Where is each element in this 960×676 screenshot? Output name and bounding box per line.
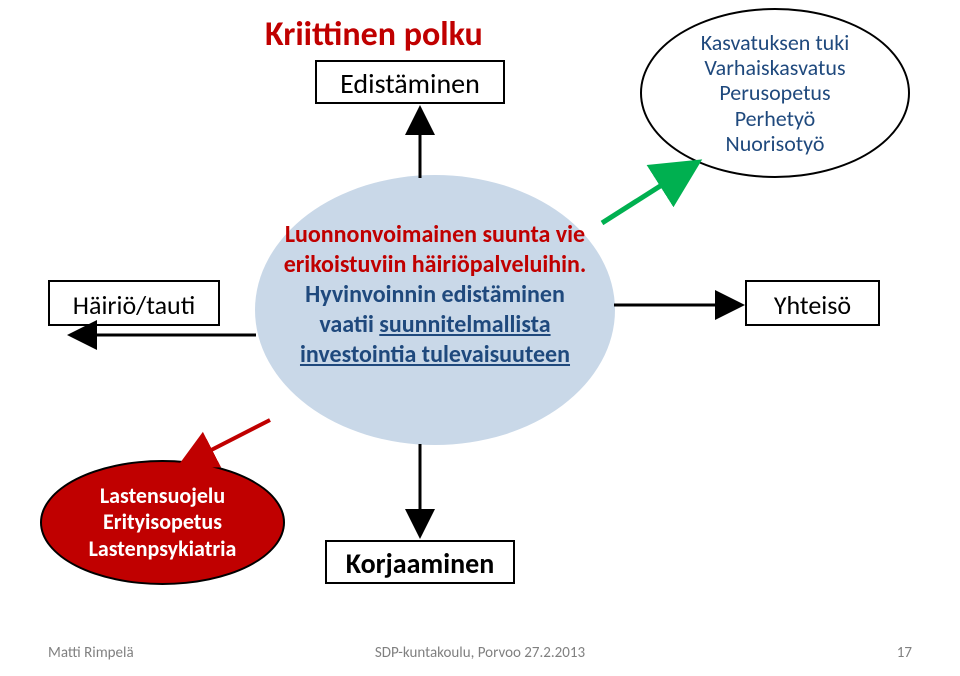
footer-right: 17 (897, 644, 912, 662)
right-box-label: Yhteisö (774, 289, 851, 321)
te-line-1: Varhaiskasvatus (704, 55, 845, 80)
arrow-green (602, 162, 698, 223)
top-box: Edistäminen (315, 60, 505, 104)
center-line-5: investointia tulevaisuuteen (254, 340, 616, 370)
diagram-title: Kriittinen polku (265, 14, 483, 55)
re-line-1: Erityisopetus (103, 509, 222, 535)
re-line-2: Lastenpsykiatria (89, 536, 237, 562)
left-box-label: Häiriö/tauti (73, 289, 195, 321)
center-line-2: erikoistuviin häiriöpalveluihin. (254, 250, 616, 280)
left-box: Häiriö/tauti (48, 280, 220, 326)
center-line-3: Hyvinvoinnin edistäminen (254, 280, 616, 310)
bottom-box: Korjaaminen (325, 540, 515, 584)
te-line-4: Nuorisotyö (726, 131, 825, 156)
top-right-ellipse: Kasvatuksen tuki Varhaiskasvatus Perusop… (640, 8, 910, 178)
footer-center: SDP-kuntakoulu, Porvoo 27.2.2013 (0, 644, 960, 662)
te-line-2: Perusopetus (719, 80, 830, 105)
bottom-box-label: Korjaaminen (346, 546, 494, 581)
top-box-label: Edistäminen (340, 66, 480, 101)
title-text: Kriittinen polku (265, 14, 483, 55)
red-ellipse: Lastensuojelu Erityisopetus Lastenpsykia… (40, 460, 285, 585)
center-line-1: Luonnonvoimainen suunta vie (254, 220, 616, 250)
te-line-3: Perhetyö (735, 106, 816, 131)
center-line-4: vaatii suunnitelmallista (254, 310, 616, 340)
te-line-0: Kasvatuksen tuki (701, 30, 850, 55)
re-line-0: Lastensuojelu (100, 483, 225, 509)
center-text-block: Luonnonvoimainen suunta vie erikoistuvii… (254, 220, 616, 370)
arrow-red (180, 420, 270, 466)
right-box: Yhteisö (745, 280, 880, 326)
